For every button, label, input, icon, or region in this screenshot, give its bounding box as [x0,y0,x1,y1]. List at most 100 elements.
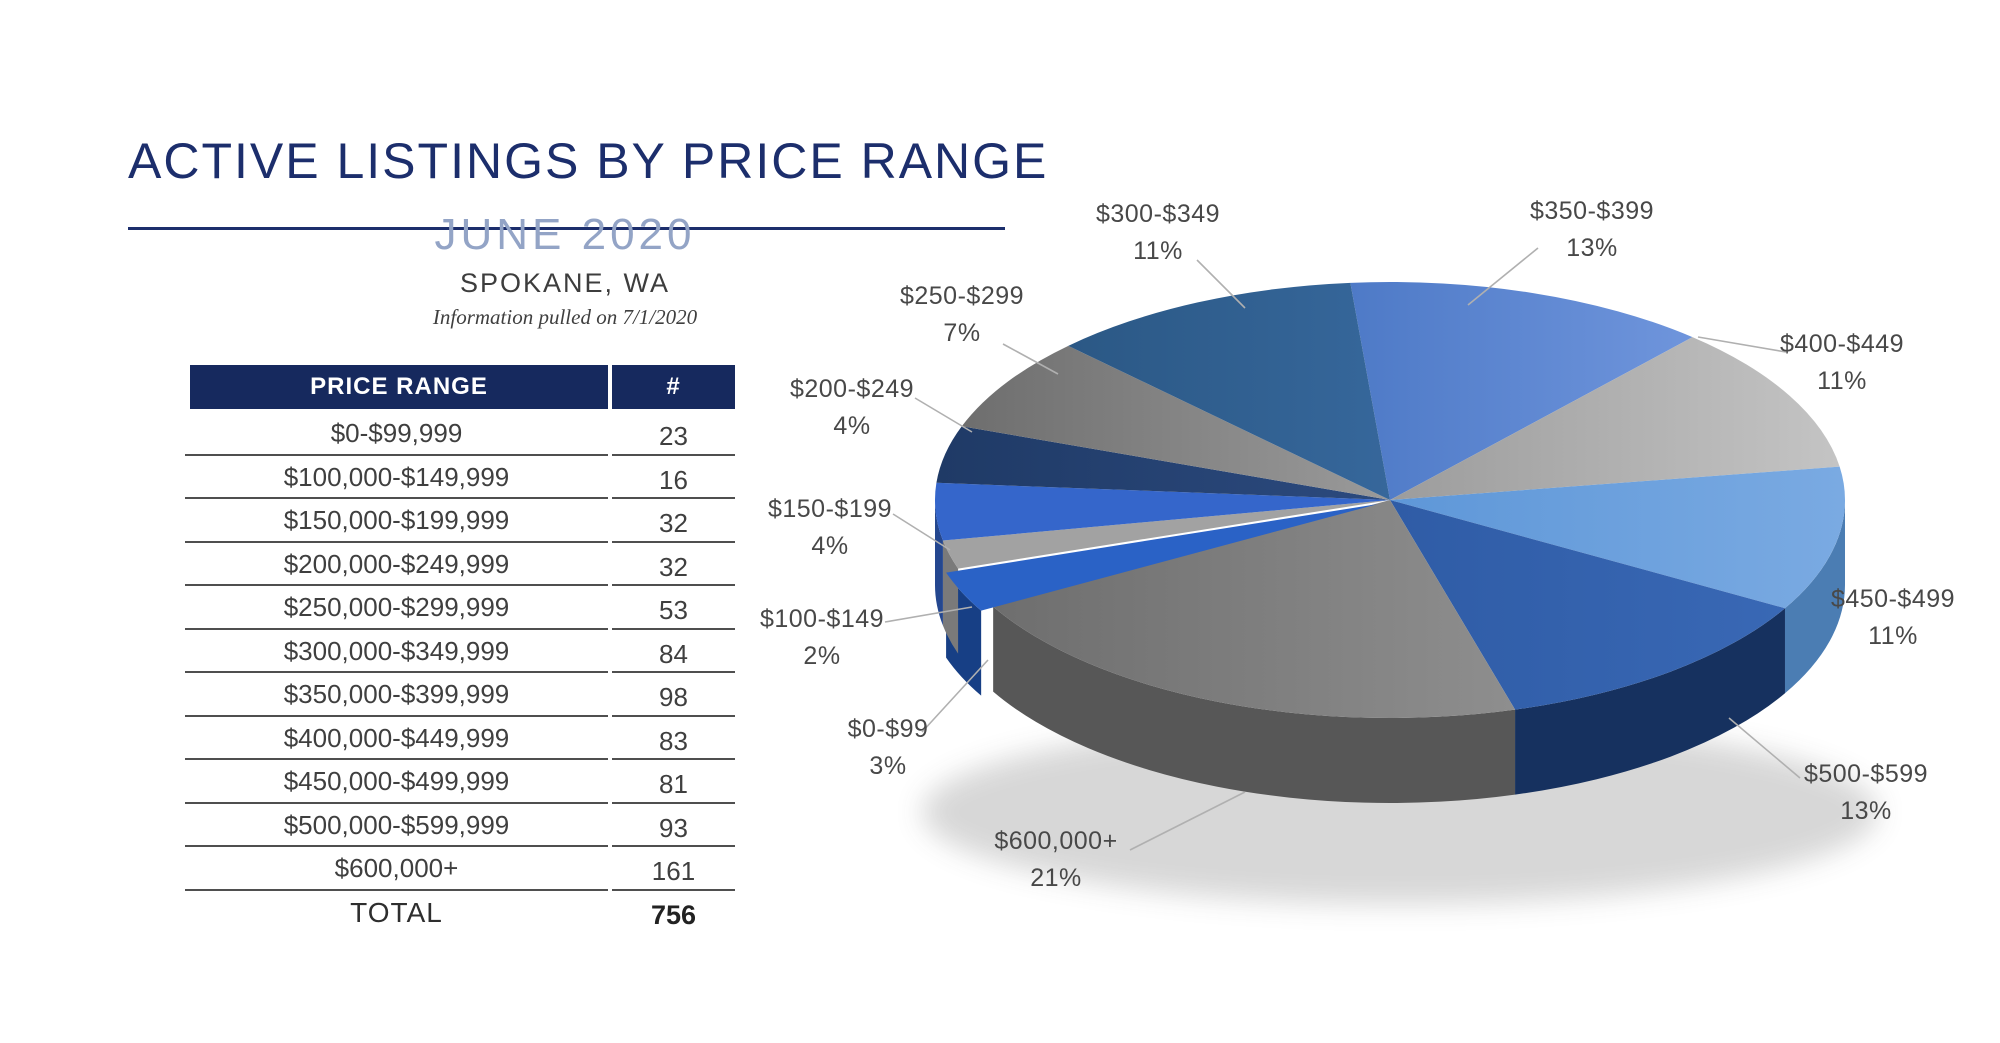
subtitle-location: SPOKANE, WA [459,268,671,298]
table-row: $0-$99,999 23 [150,412,740,456]
row-divider [185,888,608,891]
pie-label-range: $0-$99 [847,715,929,743]
page-title: ACTIVE LISTINGS BY PRICE RANGE [128,133,1049,189]
count-cell: 53 [659,595,688,625]
pie-label-$600,000+: $600,000+ 21% [994,823,1117,897]
pie-label-$250-$299: $250-$299 7% [900,278,1024,352]
row-divider [185,758,608,760]
table-row: $200,000-$249,999 32 [150,543,740,586]
price-cell: $100,000-$149,999 [283,461,510,492]
row-divider [612,714,735,717]
count-cell: 32 [659,508,688,538]
pie-label-range: $100-$149 [759,605,885,633]
pie-label-$150-$199: $150-$199 4% [768,491,892,565]
pie-slice-$500-$599 [1390,500,1785,710]
pie-slice-$250-$299 [961,345,1390,500]
row-divider [612,801,735,804]
table-row: $250,000-$299,999 53 [150,586,740,630]
count-cell: 23 [659,421,688,451]
pie-label-percent: 4% [811,532,849,560]
pie-label-percent: 21% [1030,864,1082,892]
table-rows: $0-$99,999 23 $100,000-$149,999 16 $150,000-… [150,412,740,934]
count-cell: 83 [659,725,688,756]
price-cell: TOTAL [350,896,443,928]
pie-label-$0-$99: $0-$99 3% [848,711,929,785]
table-row: $300,000-$349,999 84 [150,630,740,673]
pie-slice-side-$500-$599 [1515,608,1785,795]
count-cell: 32 [659,551,688,582]
count-cell: 81 [659,769,688,799]
pie-slice-$200-$249 [936,426,1390,500]
row-divider [612,671,735,673]
leader-line [921,659,989,733]
pie-label-percent: 11% [1868,622,1918,650]
row-divider [185,801,608,804]
pie-label-range: $350-$399 [1529,197,1655,225]
pie-label-$100-$149: $100-$149 2% [760,601,884,675]
price-cell: $200,000-$249,999 [283,548,510,579]
pie-slice-$100-$149 [942,500,1390,569]
row-divider [185,671,608,673]
pie-label-$450-$499: $450-$499 11% [1831,581,1955,655]
row-divider [612,888,735,891]
row-divider [612,584,735,586]
pie-label-percent: 13% [1566,234,1618,262]
pie-label-range: $400-$449 [1779,330,1905,358]
price-cell: $300,000-$349,999 [283,635,510,666]
pie-label-range: $600,000+ [994,827,1118,855]
table-total-row: TOTAL 756 [150,891,740,935]
pie-label-percent: 7% [943,319,981,347]
row-divider [185,627,608,630]
pie-slice-$300-$349 [1068,282,1390,500]
pie-slice-side-$100-$149 [942,540,959,654]
pie-label-range: $300-$349 [1095,200,1221,228]
table-row: $150,000-$199,999 32 [150,499,740,543]
leader-line [1697,336,1787,353]
pie-slice-side-$450-$499 [1784,500,1845,694]
price-cell: $250,000-$299,999 [283,592,510,622]
table-row: $600,000+ 161 [150,847,740,891]
pie-label-$500-$599: $500-$599 13% [1804,756,1928,830]
row-divider [185,714,608,717]
price-cell: $0-$99,999 [330,418,463,448]
pie-label-percent: 2% [803,642,841,670]
count-cell: 161 [651,856,696,886]
price-cell: $500,000-$599,999 [283,809,510,840]
row-divider [612,453,735,456]
table-header-count: # [612,365,735,409]
table-row: $450,000-$499,999 81 [150,760,740,804]
price-cell: $150,000-$199,999 [283,505,510,535]
row-divider [185,453,608,456]
count-cell: 84 [659,638,688,669]
pie-label-percent: 11% [1133,237,1183,265]
row-divider [185,497,608,499]
row-divider [612,627,735,630]
leader-line [884,606,973,623]
title-underline [128,227,1005,230]
count-cell: 756 [650,899,697,930]
pie-slice-$150-$199 [935,482,1390,541]
table-row: $100,000-$149,999 16 [150,456,740,499]
count-cell: 93 [659,812,688,843]
price-cell: $350,000-$399,999 [283,679,510,709]
leader-line [1196,259,1246,309]
count-cell: 98 [659,682,688,712]
pie-label-range: $150-$199 [767,495,893,523]
row-divider [612,497,735,499]
table-header-price: PRICE RANGE [190,365,608,409]
pie-label-$350-$399: $350-$399 13% [1530,193,1654,267]
table-row: $400,000-$449,999 83 [150,717,740,760]
row-divider [185,584,608,586]
leader-line [1002,343,1059,375]
row-divider [185,540,608,543]
leader-line [1728,717,1801,779]
row-divider [612,845,735,847]
pie-label-range: $200-$249 [789,375,915,403]
pie-slice-side-$600,000+ [993,606,1516,803]
count-cell: 16 [659,464,688,495]
pie-label-range: $500-$599 [1803,760,1929,788]
leader-line [892,513,951,551]
leader-line [1129,791,1246,851]
price-cell: $600,000+ [334,853,459,883]
row-divider [612,758,735,760]
